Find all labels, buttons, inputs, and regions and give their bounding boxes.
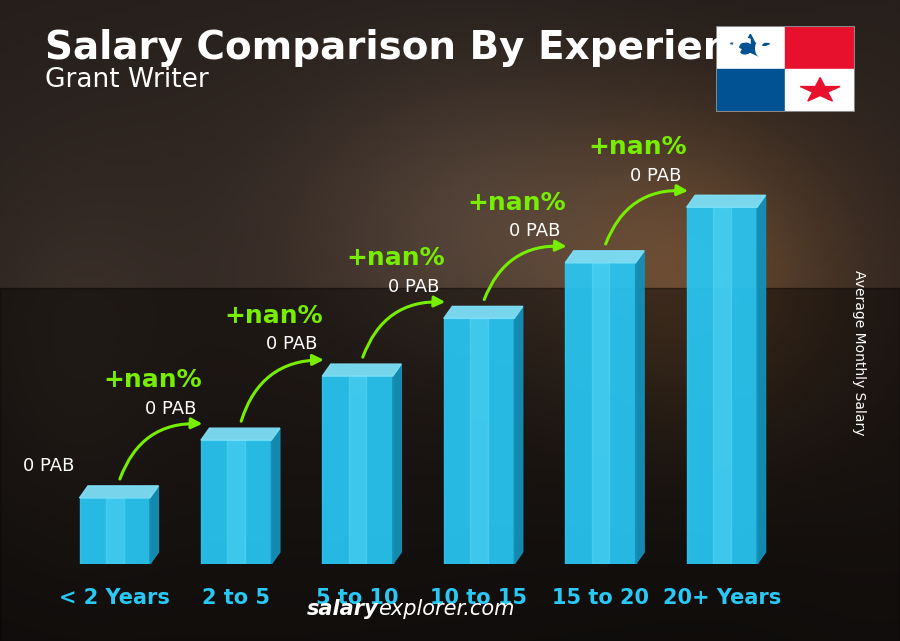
Text: 0 PAB: 0 PAB: [388, 278, 439, 296]
Polygon shape: [687, 196, 766, 207]
Bar: [228, 440, 245, 564]
Polygon shape: [322, 364, 401, 376]
Text: 20+ Years: 20+ Years: [662, 588, 781, 608]
Text: +nan%: +nan%: [346, 246, 445, 270]
FancyArrowPatch shape: [484, 241, 563, 299]
Text: Grant Writer: Grant Writer: [45, 67, 209, 94]
Bar: [591, 263, 609, 564]
Bar: [470, 319, 488, 564]
Text: 10 to 15: 10 to 15: [430, 588, 527, 608]
Polygon shape: [731, 34, 770, 58]
Bar: [687, 207, 757, 564]
Bar: [444, 319, 514, 564]
Text: explorer.com: explorer.com: [378, 599, 515, 619]
Polygon shape: [272, 428, 280, 564]
Bar: [79, 498, 150, 564]
Polygon shape: [79, 486, 158, 498]
Bar: [349, 376, 366, 564]
Polygon shape: [444, 306, 523, 319]
Text: +nan%: +nan%: [467, 190, 566, 215]
Text: 0 PAB: 0 PAB: [23, 457, 75, 475]
FancyArrowPatch shape: [363, 297, 442, 357]
Text: 2 to 5: 2 to 5: [202, 588, 270, 608]
Bar: [0, 288, 900, 641]
Text: +nan%: +nan%: [589, 135, 688, 159]
Bar: [201, 440, 272, 564]
Text: 0 PAB: 0 PAB: [509, 222, 561, 240]
Text: 0 PAB: 0 PAB: [145, 399, 196, 417]
Text: +nan%: +nan%: [224, 304, 323, 328]
Text: Average Monthly Salary: Average Monthly Salary: [852, 270, 867, 435]
Polygon shape: [514, 306, 523, 564]
FancyArrowPatch shape: [241, 356, 320, 421]
Polygon shape: [201, 428, 280, 440]
Bar: [106, 498, 123, 564]
Text: salary: salary: [306, 599, 378, 619]
Text: 0 PAB: 0 PAB: [630, 167, 682, 185]
Bar: [716, 69, 785, 112]
Bar: [716, 26, 785, 69]
Polygon shape: [392, 364, 401, 564]
Bar: [565, 263, 635, 564]
Polygon shape: [635, 251, 644, 564]
Text: Salary Comparison By Experience: Salary Comparison By Experience: [45, 29, 779, 67]
Text: 5 to 10: 5 to 10: [316, 588, 399, 608]
Polygon shape: [800, 78, 840, 101]
Polygon shape: [757, 196, 766, 564]
Bar: [322, 376, 392, 564]
FancyArrowPatch shape: [120, 419, 199, 479]
Bar: [785, 69, 855, 112]
Polygon shape: [565, 251, 644, 263]
Bar: [785, 26, 855, 69]
Text: 15 to 20: 15 to 20: [552, 588, 649, 608]
Bar: [713, 207, 731, 564]
Text: < 2 Years: < 2 Years: [59, 588, 170, 608]
FancyArrowPatch shape: [606, 186, 685, 244]
Text: 0 PAB: 0 PAB: [266, 335, 318, 353]
Polygon shape: [150, 486, 158, 564]
Text: +nan%: +nan%: [103, 368, 202, 392]
